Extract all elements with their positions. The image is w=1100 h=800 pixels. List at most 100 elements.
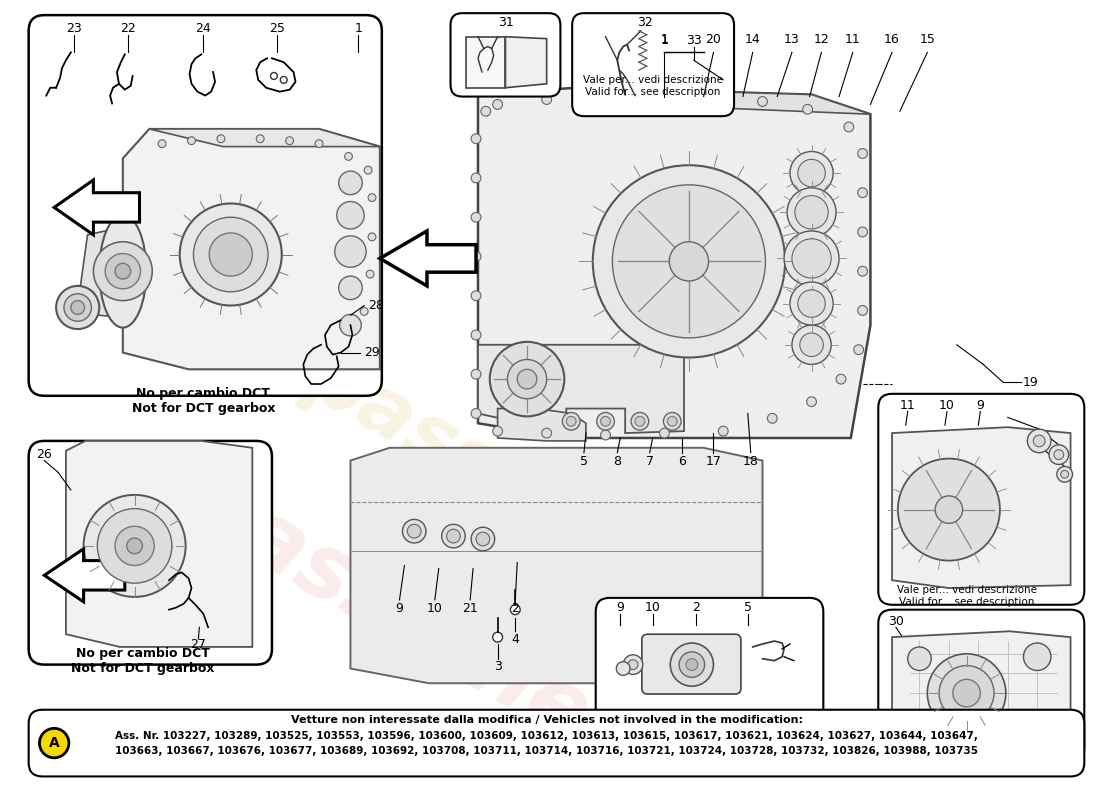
Polygon shape (66, 441, 252, 647)
Circle shape (939, 666, 994, 721)
FancyBboxPatch shape (29, 15, 382, 396)
Text: 5: 5 (744, 602, 751, 614)
Circle shape (361, 307, 368, 315)
FancyBboxPatch shape (878, 394, 1085, 605)
Circle shape (286, 137, 294, 145)
Circle shape (64, 294, 91, 322)
Circle shape (471, 291, 481, 301)
Circle shape (858, 227, 868, 237)
Polygon shape (78, 227, 123, 318)
Text: 103663, 103667, 103676, 103677, 103689, 103692, 103708, 103711, 103714, 103716, : 103663, 103667, 103676, 103677, 103689, … (116, 746, 978, 756)
Circle shape (40, 728, 69, 758)
FancyBboxPatch shape (451, 13, 560, 97)
Text: 16: 16 (884, 33, 900, 46)
Circle shape (56, 286, 99, 329)
Text: Valid for... see description: Valid for... see description (585, 86, 720, 97)
Polygon shape (892, 631, 1070, 752)
Circle shape (507, 359, 547, 398)
Text: Vale per... vedi descrizione: Vale per... vedi descrizione (583, 75, 723, 85)
Circle shape (718, 426, 728, 436)
Circle shape (1060, 470, 1068, 478)
Circle shape (858, 306, 868, 315)
FancyBboxPatch shape (29, 441, 272, 665)
Text: 4: 4 (512, 633, 519, 646)
Circle shape (471, 251, 481, 262)
Circle shape (591, 92, 601, 102)
Text: 26: 26 (36, 448, 52, 461)
Circle shape (790, 151, 833, 194)
Polygon shape (478, 345, 684, 433)
Circle shape (806, 397, 816, 406)
Text: 23: 23 (66, 22, 81, 35)
Text: 7: 7 (646, 455, 653, 468)
Circle shape (158, 140, 166, 147)
Circle shape (188, 137, 196, 145)
Circle shape (403, 519, 426, 543)
Text: 9: 9 (977, 399, 985, 412)
Polygon shape (466, 37, 506, 88)
Circle shape (686, 658, 697, 670)
Text: 2: 2 (692, 602, 700, 614)
FancyBboxPatch shape (572, 13, 734, 116)
Circle shape (601, 430, 610, 440)
FancyBboxPatch shape (878, 610, 1085, 762)
Circle shape (179, 203, 282, 306)
Circle shape (209, 233, 252, 276)
Text: 28: 28 (368, 299, 384, 312)
Text: 11: 11 (900, 399, 915, 412)
Circle shape (800, 333, 823, 357)
Text: 9: 9 (396, 602, 404, 615)
Text: 29: 29 (364, 346, 380, 359)
Text: passione: passione (173, 458, 607, 761)
Circle shape (344, 153, 352, 160)
Circle shape (476, 532, 490, 546)
Text: 1: 1 (354, 22, 362, 35)
Circle shape (194, 218, 268, 292)
Circle shape (517, 370, 537, 389)
Text: 3: 3 (494, 660, 502, 673)
Text: Vetture non interessate dalla modifica / Vehicles not involved in the modificati: Vetture non interessate dalla modifica /… (290, 714, 803, 725)
Circle shape (481, 106, 491, 116)
Text: 18: 18 (742, 455, 759, 468)
Circle shape (447, 530, 460, 543)
Ellipse shape (99, 214, 146, 328)
Circle shape (927, 654, 1005, 732)
Circle shape (854, 345, 864, 354)
Polygon shape (497, 409, 586, 441)
Text: 13: 13 (784, 33, 800, 46)
Text: No per cambio DCT: No per cambio DCT (76, 647, 209, 660)
Circle shape (668, 416, 678, 426)
Circle shape (94, 242, 152, 301)
Circle shape (368, 194, 376, 202)
Circle shape (542, 94, 551, 105)
Text: 11: 11 (845, 33, 860, 46)
Text: No per cambio DCT: No per cambio DCT (136, 387, 271, 400)
Text: 17: 17 (705, 455, 722, 468)
Text: 31: 31 (497, 17, 514, 30)
Circle shape (97, 509, 172, 583)
Circle shape (908, 647, 932, 670)
Circle shape (792, 325, 832, 364)
Circle shape (708, 93, 718, 102)
Text: Valid for... see description: Valid for... see description (641, 742, 778, 752)
Text: 21: 21 (462, 602, 478, 615)
Text: 9: 9 (616, 602, 624, 614)
Circle shape (670, 643, 714, 686)
Circle shape (624, 654, 642, 674)
Circle shape (803, 105, 813, 114)
Circle shape (510, 605, 520, 614)
Polygon shape (123, 129, 380, 370)
Circle shape (1033, 435, 1045, 447)
Circle shape (786, 188, 836, 237)
Circle shape (844, 122, 854, 132)
Circle shape (601, 416, 610, 426)
Circle shape (1027, 429, 1050, 453)
Text: 12: 12 (814, 33, 829, 46)
Circle shape (116, 526, 154, 566)
Circle shape (126, 538, 143, 554)
Circle shape (271, 73, 277, 79)
Text: Not for DCT gearbox: Not for DCT gearbox (132, 402, 275, 415)
Circle shape (280, 77, 287, 83)
Circle shape (471, 330, 481, 340)
Circle shape (790, 282, 833, 325)
